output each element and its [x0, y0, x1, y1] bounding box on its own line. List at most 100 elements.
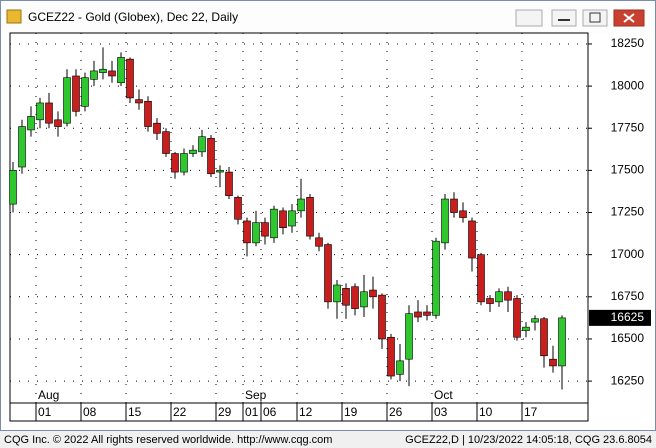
- maximize-icon: [589, 12, 601, 23]
- last-price-tag: [589, 309, 651, 326]
- candle-body: [117, 57, 125, 84]
- candle-body: [216, 170, 224, 173]
- y-tick-label: 17250: [611, 205, 645, 219]
- candle-body: [414, 311, 422, 318]
- candle-body: [90, 70, 98, 80]
- maximize-button[interactable]: [582, 9, 608, 27]
- x-tick-label: 12: [299, 405, 313, 419]
- chart: 16250 16500 16750 17000 17250 17500 17750 18000…: [9, 33, 651, 421]
- candle-body: [351, 286, 359, 309]
- candle-body: [288, 210, 296, 227]
- candle-body: [531, 318, 539, 323]
- candle-body: [36, 102, 44, 121]
- candle-body: [306, 197, 314, 237]
- candle-body: [477, 254, 485, 303]
- candle-body: [81, 77, 89, 107]
- candle-body: [144, 100, 152, 127]
- y-tick-label: 16750: [611, 289, 645, 303]
- candle-body: [45, 102, 53, 124]
- close-icon: [623, 13, 635, 23]
- x-tick-label: 15: [128, 405, 142, 419]
- x-tick-label: 01: [38, 405, 52, 419]
- candle-body: [495, 291, 503, 303]
- candle-body: [558, 317, 566, 367]
- candle-body: [504, 291, 512, 301]
- candle-body: [171, 153, 179, 173]
- window-title: GCEZ22 - Gold (Globex), Dec 22, Daily: [28, 10, 238, 24]
- candle-body: [180, 153, 188, 173]
- candle-body: [423, 311, 431, 316]
- candle-body: [279, 210, 287, 228]
- candle-body: [108, 70, 116, 77]
- candle-body: [297, 198, 305, 212]
- x-tick-label: 03: [434, 405, 448, 419]
- candle-body: [342, 288, 350, 306]
- candle-body: [450, 198, 458, 213]
- candle-body: [198, 136, 206, 153]
- candle-body: [63, 77, 71, 124]
- status-left: CQG Inc. © 2022 All rights reserved worl…: [4, 434, 332, 446]
- y-tick-label: 17500: [611, 163, 645, 177]
- candle-body: [360, 291, 368, 308]
- candle-body: [432, 240, 440, 316]
- candle-body: [459, 210, 467, 218]
- candle-body: [243, 220, 251, 244]
- y-tick-label: 16500: [611, 331, 645, 345]
- x-tick-label: 10: [479, 405, 493, 419]
- candle-body: [99, 68, 107, 73]
- candle-body: [135, 99, 143, 104]
- candle-body: [234, 197, 242, 220]
- candle-body: [468, 220, 476, 259]
- x-tick-label: 17: [524, 405, 538, 419]
- status-right: GCEZ22,D | 10/23/2022 14:05:18, CQG 23.6…: [405, 434, 652, 446]
- x-tick-label: 29: [218, 405, 232, 419]
- x-tick-label: 08: [83, 405, 97, 419]
- month-label: Sep: [245, 388, 267, 402]
- candle-body: [387, 336, 395, 377]
- x-tick-label: 06: [263, 405, 277, 419]
- plot-area: [9, 32, 589, 404]
- candle-body: [207, 138, 215, 175]
- candle-body: [378, 294, 386, 340]
- month-label: Oct: [434, 388, 453, 402]
- title-bar: [1, 1, 655, 33]
- y-tick-label: 17000: [611, 247, 645, 261]
- candle-body: [513, 298, 521, 338]
- candle-body: [540, 318, 548, 357]
- candle-body: [396, 360, 404, 375]
- candle-body: [270, 208, 278, 239]
- status-bar: [0, 431, 656, 448]
- last-price-label: 16625: [611, 310, 645, 324]
- candle-body: [54, 119, 62, 127]
- candle-body: [369, 289, 377, 298]
- candle-body: [522, 326, 530, 331]
- y-tick-label: 16250: [611, 373, 645, 387]
- candle-body: [189, 149, 197, 154]
- candle-body: [324, 244, 332, 303]
- candle-body: [162, 131, 170, 154]
- app-icon: [6, 9, 22, 24]
- candle-body: [549, 358, 557, 367]
- x-tick-label: 26: [389, 405, 403, 419]
- candle-body: [9, 170, 17, 205]
- date-axis: [9, 402, 589, 422]
- candle-body: [153, 122, 161, 134]
- candle-body: [27, 116, 35, 131]
- candle-body: [72, 75, 80, 112]
- y-tick-label: 18000: [611, 78, 645, 92]
- candle-body: [441, 198, 449, 244]
- candle-body: [225, 171, 233, 196]
- x-tick-label: 01: [245, 405, 259, 419]
- link-button[interactable]: [515, 9, 543, 27]
- x-tick-label: 19: [344, 405, 358, 419]
- candle-body: [261, 222, 269, 237]
- month-label: Aug: [38, 388, 59, 402]
- candle-body: [252, 222, 260, 244]
- y-tick-label: 18250: [611, 36, 645, 50]
- minimize-button[interactable]: [551, 9, 577, 27]
- x-tick-label: 22: [173, 405, 187, 419]
- candle-body: [18, 126, 26, 168]
- candle-body: [333, 284, 341, 303]
- candle-body: [486, 298, 494, 304]
